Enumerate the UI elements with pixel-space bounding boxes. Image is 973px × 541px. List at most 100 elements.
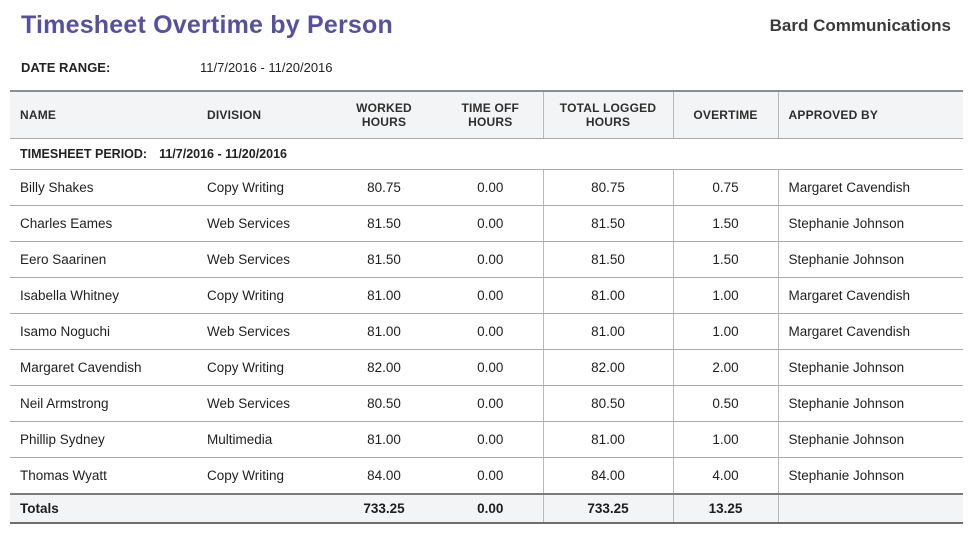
- totals-total-logged-hours: 733.25: [542, 493, 673, 524]
- cell-name: Thomas Wyatt: [10, 457, 197, 495]
- cell-division: Web Services: [197, 241, 330, 278]
- page-title: Timesheet Overtime by Person: [21, 11, 393, 39]
- cell-total-logged-hours: 81.00: [542, 277, 673, 314]
- cell-time-off-hours: 0.00: [438, 421, 543, 458]
- column-header-approved-by: APPROVED BY: [777, 90, 963, 139]
- cell-name: Isamo Noguchi: [10, 313, 197, 350]
- totals-row: Totals 733.25 0.00 733.25 13.25: [10, 493, 963, 524]
- cell-name: Phillip Sydney: [10, 421, 197, 458]
- cell-division: Web Services: [197, 313, 330, 350]
- cell-total-logged-hours: 82.00: [542, 349, 673, 386]
- date-range-value: 11/7/2016 - 11/20/2016: [200, 60, 333, 75]
- timesheet-period-value: 11/7/2016 - 11/20/2016: [159, 147, 287, 161]
- cell-time-off-hours: 0.00: [438, 313, 543, 350]
- cell-division: Copy Writing: [197, 349, 330, 386]
- cell-overtime: 0.75: [672, 169, 778, 206]
- report-header: Timesheet Overtime by Person Bard Commun…: [0, 0, 973, 40]
- column-header-name: NAME: [10, 90, 197, 139]
- table-row: Billy Shakes Copy Writing 80.75 0.00 80.75 0.…: [10, 169, 963, 206]
- table-row: Margaret Cavendish Copy Writing 82.00 0.00 8…: [10, 349, 963, 386]
- cell-worked-hours: 80.50: [330, 385, 438, 422]
- cell-time-off-hours: 0.00: [438, 277, 543, 314]
- cell-total-logged-hours: 84.00: [542, 457, 673, 495]
- cell-overtime: 1.00: [672, 313, 778, 350]
- table-row: Isabella Whitney Copy Writing 81.00 0.00 81.…: [10, 277, 963, 314]
- cell-total-logged-hours: 81.50: [542, 205, 673, 242]
- table-header: NAME DIVISION WORKED HOURS TIME OFF HOUR…: [10, 90, 963, 139]
- timesheet-period-label: TIMESHEET PERIOD:: [20, 147, 148, 161]
- cell-approved-by: Margaret Cavendish: [777, 277, 963, 314]
- cell-name: Charles Eames: [10, 205, 197, 242]
- column-header-division: DIVISION: [197, 90, 330, 139]
- cell-time-off-hours: 0.00: [438, 385, 543, 422]
- cell-overtime: 2.00: [672, 349, 778, 386]
- cell-approved-by: Stephanie Johnson: [777, 349, 963, 386]
- cell-name: Billy Shakes: [10, 169, 197, 206]
- cell-total-logged-hours: 81.00: [542, 421, 673, 458]
- totals-label: Totals: [10, 493, 197, 524]
- date-range-row: DATE RANGE: 11/7/2016 - 11/20/2016: [0, 40, 973, 90]
- cell-approved-by: Margaret Cavendish: [777, 313, 963, 350]
- cell-worked-hours: 81.50: [330, 241, 438, 278]
- cell-worked-hours: 81.00: [330, 313, 438, 350]
- cell-approved-by: Stephanie Johnson: [777, 421, 963, 458]
- totals-worked-hours: 733.25: [330, 493, 438, 524]
- table-row: Neil Armstrong Web Services 80.50 0.00 80.50…: [10, 385, 963, 422]
- cell-overtime: 1.00: [672, 421, 778, 458]
- table-row: Charles Eames Web Services 81.50 0.00 81.50 1…: [10, 205, 963, 242]
- cell-division: Web Services: [197, 385, 330, 422]
- cell-division: Multimedia: [197, 421, 330, 458]
- table-row: Isamo Noguchi Web Services 81.00 0.00 81.00 1…: [10, 313, 963, 350]
- cell-time-off-hours: 0.00: [438, 241, 543, 278]
- totals-division: [197, 493, 330, 524]
- table-row: Eero Saarinen Web Services 81.50 0.00 81.50 1…: [10, 241, 963, 278]
- column-header-time-off-hours: TIME OFF HOURS: [438, 90, 543, 139]
- cell-name: Eero Saarinen: [10, 241, 197, 278]
- cell-approved-by: Stephanie Johnson: [777, 205, 963, 242]
- cell-approved-by: Stephanie Johnson: [777, 385, 963, 422]
- cell-overtime: 1.00: [672, 277, 778, 314]
- cell-name: Neil Armstrong: [10, 385, 197, 422]
- timesheet-table: NAME DIVISION WORKED HOURS TIME OFF HOUR…: [10, 90, 963, 524]
- cell-total-logged-hours: 81.00: [542, 313, 673, 350]
- cell-worked-hours: 80.75: [330, 169, 438, 206]
- cell-division: Web Services: [197, 205, 330, 242]
- table-row: Thomas Wyatt Copy Writing 84.00 0.00 84.00 4.…: [10, 457, 963, 495]
- timesheet-period-cell: TIMESHEET PERIOD: 11/7/2016 - 11/20/2016: [10, 138, 963, 170]
- cell-worked-hours: 81.50: [330, 205, 438, 242]
- cell-name: Isabella Whitney: [10, 277, 197, 314]
- cell-time-off-hours: 0.00: [438, 349, 543, 386]
- cell-overtime: 0.50: [672, 385, 778, 422]
- cell-division: Copy Writing: [197, 169, 330, 206]
- cell-time-off-hours: 0.00: [438, 457, 543, 495]
- timesheet-table-body: Billy Shakes Copy Writing 80.75 0.00 80.75 0.…: [10, 169, 963, 495]
- cell-worked-hours: 84.00: [330, 457, 438, 495]
- cell-division: Copy Writing: [197, 457, 330, 495]
- totals-overtime: 13.25: [672, 493, 778, 524]
- cell-worked-hours: 81.00: [330, 277, 438, 314]
- company-name: Bard Communications: [769, 16, 951, 35]
- cell-overtime: 4.00: [672, 457, 778, 495]
- cell-total-logged-hours: 80.50: [542, 385, 673, 422]
- cell-worked-hours: 81.00: [330, 421, 438, 458]
- column-header-worked-hours: WORKED HOURS: [330, 90, 438, 139]
- cell-division: Copy Writing: [197, 277, 330, 314]
- date-range-label: DATE RANGE:: [21, 60, 111, 75]
- cell-name: Margaret Cavendish: [10, 349, 197, 386]
- cell-approved-by: Stephanie Johnson: [777, 457, 963, 495]
- column-header-overtime: OVERTIME: [672, 90, 778, 139]
- column-header-total-logged-hours: TOTAL LOGGED HOURS: [542, 90, 673, 139]
- cell-total-logged-hours: 80.75: [542, 169, 673, 206]
- cell-overtime: 1.50: [672, 205, 778, 242]
- cell-total-logged-hours: 81.50: [542, 241, 673, 278]
- totals-approved-by: [777, 493, 963, 524]
- cell-time-off-hours: 0.00: [438, 169, 543, 206]
- cell-time-off-hours: 0.00: [438, 205, 543, 242]
- cell-approved-by: Margaret Cavendish: [777, 169, 963, 206]
- cell-overtime: 1.50: [672, 241, 778, 278]
- timesheet-period-row: TIMESHEET PERIOD: 11/7/2016 - 11/20/2016: [10, 138, 963, 170]
- table-row: Phillip Sydney Multimedia 81.00 0.00 81.00 1.…: [10, 421, 963, 458]
- cell-worked-hours: 82.00: [330, 349, 438, 386]
- totals-time-off-hours: 0.00: [438, 493, 543, 524]
- cell-approved-by: Stephanie Johnson: [777, 241, 963, 278]
